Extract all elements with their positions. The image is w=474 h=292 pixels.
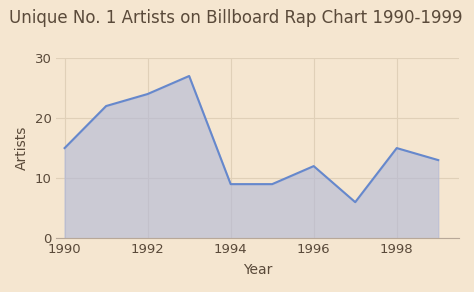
- Text: Unique No. 1 Artists on Billboard Rap Chart 1990-1999: Unique No. 1 Artists on Billboard Rap Ch…: [9, 9, 463, 27]
- Y-axis label: Artists: Artists: [15, 126, 29, 170]
- X-axis label: Year: Year: [243, 263, 273, 277]
